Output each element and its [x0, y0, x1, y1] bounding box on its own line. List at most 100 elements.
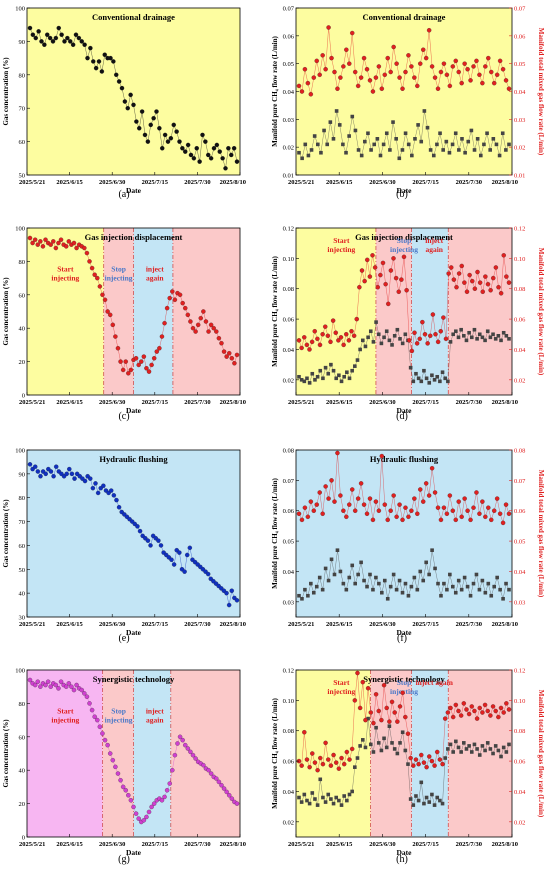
data-point — [337, 123, 342, 127]
data-point — [336, 766, 342, 771]
data-point — [437, 757, 443, 762]
data-point — [418, 487, 423, 492]
data-point — [107, 751, 113, 756]
data-point — [424, 764, 429, 770]
data-point — [167, 295, 172, 301]
data-point — [90, 485, 96, 491]
data-point — [299, 89, 305, 94]
data-point — [358, 481, 364, 486]
data-point — [162, 132, 168, 138]
data-point — [365, 584, 369, 589]
data-point — [317, 490, 322, 495]
data-point — [498, 705, 504, 711]
data-point — [329, 362, 333, 367]
data-point — [439, 593, 443, 598]
data-point — [123, 788, 128, 793]
data-point — [441, 505, 447, 510]
y-tick-label: 0.06 — [283, 33, 295, 40]
x-tick-label: 2025/6/30 — [369, 841, 395, 848]
data-point — [318, 755, 323, 761]
data-point — [50, 39, 56, 44]
data-point — [459, 750, 463, 754]
data-point — [342, 374, 346, 379]
data-point — [188, 152, 194, 158]
y-tick-label: 0.07 — [283, 478, 295, 485]
x-tick-label: 2025/7/30 — [184, 841, 210, 848]
data-point — [446, 379, 450, 384]
data-point — [474, 716, 480, 721]
data-point — [421, 760, 427, 765]
data-point — [92, 714, 97, 719]
data-point — [51, 474, 56, 479]
data-point — [370, 253, 375, 258]
x-tick-label: 2025/5/21 — [19, 841, 45, 848]
data-point — [136, 816, 141, 821]
data-point — [358, 744, 362, 748]
y2-tick-label: 0.12 — [514, 668, 525, 675]
data-point — [384, 705, 389, 711]
data-point — [388, 268, 394, 273]
data-point — [419, 780, 424, 785]
data-point — [358, 347, 362, 352]
data-point — [88, 476, 93, 481]
data-point — [194, 146, 199, 151]
data-point — [303, 587, 307, 592]
data-point — [384, 745, 389, 750]
data-point — [435, 86, 441, 91]
data-point — [412, 330, 417, 335]
panel-label: (c) — [118, 411, 129, 422]
data-point — [89, 265, 95, 271]
x-tick-label: 2025/8/10 — [220, 621, 246, 628]
data-point — [53, 464, 59, 469]
x-tick-label: 2025/7/15 — [142, 399, 169, 406]
y2-tick-label: 0.03 — [514, 117, 525, 124]
data-point — [299, 345, 304, 351]
data-point — [469, 750, 474, 754]
data-point — [335, 548, 340, 552]
data-point — [426, 493, 432, 498]
data-point — [329, 797, 333, 801]
y-tick-label: 0.10 — [283, 256, 294, 263]
y-tick-label: 0.03 — [283, 117, 294, 124]
data-point — [411, 379, 416, 384]
x-tick-label: 2025/6/30 — [369, 179, 395, 186]
data-point — [482, 142, 486, 147]
data-point — [499, 754, 503, 759]
data-point — [468, 78, 473, 83]
data-point — [453, 131, 458, 136]
data-point — [320, 332, 325, 337]
data-point — [450, 142, 455, 147]
data-point — [303, 142, 308, 147]
data-point — [410, 153, 414, 158]
data-point — [144, 814, 149, 820]
data-point — [465, 584, 470, 589]
data-point — [311, 590, 316, 595]
data-point — [149, 362, 154, 368]
data-point — [347, 575, 352, 580]
x-axis-label: Date — [126, 186, 142, 195]
data-point — [391, 44, 396, 50]
data-point — [395, 751, 400, 756]
x-tick-label: 2025/8/10 — [492, 399, 518, 406]
data-point — [480, 499, 485, 504]
data-point — [373, 499, 379, 504]
data-point — [397, 75, 402, 80]
data-point — [102, 52, 107, 57]
data-point — [462, 61, 467, 66]
data-point — [323, 324, 328, 329]
data-point — [467, 330, 471, 335]
data-point — [367, 496, 373, 501]
data-point — [159, 798, 165, 803]
data-point — [363, 139, 367, 144]
data-point — [198, 315, 203, 321]
x-axis-label: Date — [397, 186, 413, 195]
data-point — [450, 508, 456, 513]
data-point — [91, 59, 96, 64]
data-point — [475, 337, 479, 341]
data-point — [394, 137, 398, 141]
data-point — [408, 755, 413, 761]
data-point — [351, 333, 357, 339]
y2-tick-label: 0.05 — [514, 61, 525, 68]
y-tick-label: 0.06 — [283, 317, 295, 324]
